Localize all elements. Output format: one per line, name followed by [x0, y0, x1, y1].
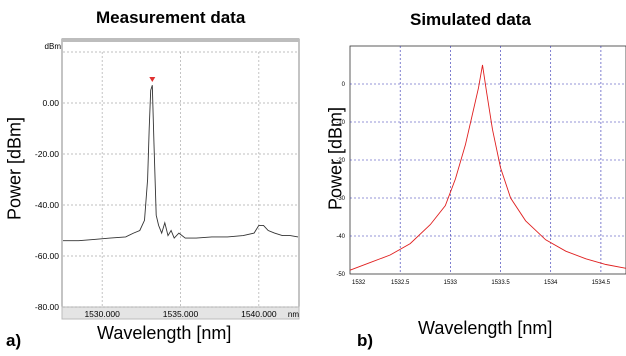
chart-a-peak-marker [149, 77, 156, 83]
chart-a-xtick-0: 1530.000 [84, 309, 120, 319]
panel-label-a: a) [6, 331, 22, 350]
chart-b-xtick-0: 1532 [352, 280, 366, 286]
chart-b-xtick-2: 1533 [444, 280, 458, 286]
chart-a-x-unit: nm [288, 310, 299, 319]
panel-label-b: b) [357, 331, 374, 350]
chart-b-ytick-1: -10 [336, 120, 345, 126]
chart-b-ytick-3: -30 [336, 196, 345, 202]
chart-a-ytick-3: -60.00 [35, 251, 59, 261]
chart-b-xtick-5: 1534.5 [592, 280, 611, 286]
chart-a-series-line-0 [63, 85, 299, 242]
chart-a-title: Measurement data [96, 8, 246, 27]
chart-a-xlabel: Wavelength [nm] [97, 323, 232, 343]
chart-b-xtick-3: 1533.5 [491, 280, 510, 286]
chart-a-ytick-4: -80.00 [35, 302, 59, 312]
chart-b-xlabel: Wavelength [nm] [418, 318, 553, 338]
chart-a-ytick-0: 0.00 [42, 98, 59, 108]
chart-b-ytick-4: -40 [336, 234, 345, 240]
chart-b-xtick-1: 1532.5 [391, 280, 410, 286]
chart-a-ytick-2: -40.00 [35, 200, 59, 210]
chart-b-ytick-5: -50 [336, 272, 345, 278]
chart-a-y-unit: dBm [45, 42, 62, 51]
chart-b-xtick-4: 1534 [544, 280, 558, 286]
chart-a-xtick-2: 1540.000 [241, 309, 277, 319]
chart-b-series-line-0 [349, 64, 626, 271]
chart-a-xtick-1: 1535.000 [163, 309, 199, 319]
chart-b-ytick-0: 0 [342, 82, 346, 88]
chart-b-ytick-2: -20 [336, 158, 345, 164]
chart-a-top-bar [62, 38, 299, 42]
chart-b-title: Simulated data [410, 10, 531, 29]
chart-a-ytick-1: -20.00 [35, 149, 59, 159]
